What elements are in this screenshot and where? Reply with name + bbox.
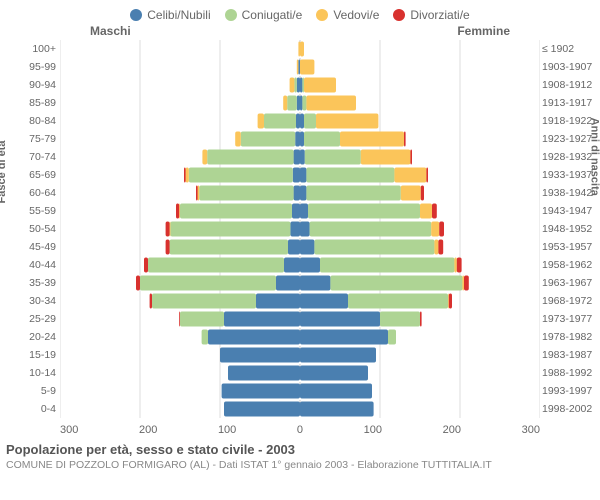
x-axis-ticks: 3002001000100200300 bbox=[60, 424, 540, 436]
y-axis-title-left: Fasce di età bbox=[0, 141, 8, 204]
legend: Celibi/Nubili Coniugati/e Vedovi/e Divorzia… bbox=[0, 0, 600, 24]
plot-area bbox=[60, 40, 540, 418]
side-column-headers: Maschi Femmine bbox=[0, 24, 600, 38]
legend-dot bbox=[130, 9, 142, 21]
legend-dot bbox=[393, 9, 405, 21]
male-header: Maschi bbox=[90, 24, 131, 38]
legend-dot bbox=[225, 9, 237, 21]
legend-label: Coniugati/e bbox=[242, 8, 303, 22]
chart-subtitle: COMUNE DI POZZOLO FORMIGARO (AL) - Dati … bbox=[6, 459, 594, 471]
pyramid-chart: Fasce di età Anni di nascita 100+95-9990… bbox=[60, 40, 540, 418]
year-labels: ≤ 19021903-19071908-19121913-19171918-19… bbox=[542, 40, 598, 418]
legend-label: Divorziati/e bbox=[410, 8, 469, 22]
legend-item: Vedovi/e bbox=[316, 8, 379, 22]
female-header: Femmine bbox=[457, 24, 510, 38]
legend-item: Divorziati/e bbox=[393, 8, 469, 22]
legend-label: Celibi/Nubili bbox=[147, 8, 210, 22]
legend-item: Celibi/Nubili bbox=[130, 8, 210, 22]
age-labels: 100+95-9990-9485-8980-8475-7970-7465-696… bbox=[18, 40, 56, 418]
legend-item: Coniugati/e bbox=[225, 8, 303, 22]
legend-dot bbox=[316, 9, 328, 21]
legend-label: Vedovi/e bbox=[333, 8, 379, 22]
chart-title: Popolazione per età, sesso e stato civil… bbox=[6, 442, 594, 457]
